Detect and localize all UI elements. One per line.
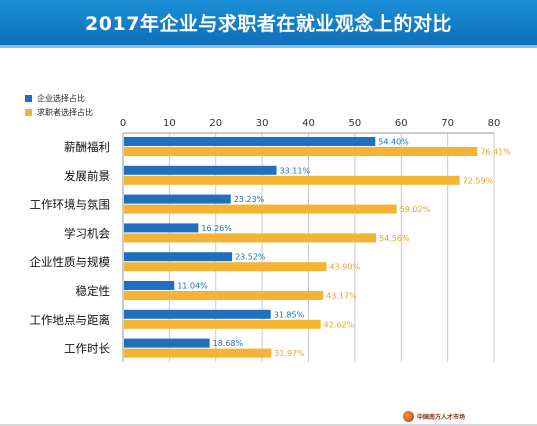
x-tick-label: 30 — [256, 118, 269, 129]
bar — [124, 338, 210, 348]
data-label: 76.41% — [480, 148, 511, 157]
bottom-border — [0, 424, 537, 426]
bar — [124, 348, 272, 358]
category-label: 工作时长 — [64, 342, 110, 356]
data-label: 23.23% — [234, 195, 265, 204]
category-label: 企业性质与规模 — [30, 255, 111, 269]
x-tick-label: 0 — [120, 118, 126, 129]
data-label: 33.11% — [280, 166, 311, 175]
legend-swatch — [25, 95, 32, 102]
bar — [124, 194, 231, 204]
category-label: 发展前景 — [64, 169, 110, 183]
chart-title: 2017年企业与求职者在就业观念上的对比 — [0, 0, 537, 45]
data-label: 43.90% — [330, 263, 361, 272]
bar — [124, 165, 277, 175]
bar — [124, 262, 327, 272]
data-label: 31.97% — [274, 349, 305, 358]
x-tick-label: 10 — [163, 118, 176, 129]
x-tick-label: 20 — [209, 118, 222, 129]
bar — [124, 281, 175, 290]
logo: 中国南方人才市场 — [402, 411, 465, 422]
logo-mark-icon — [402, 411, 414, 422]
category-label: 工作地点与距离 — [30, 313, 111, 327]
data-label: 43.17% — [326, 292, 357, 301]
x-tick-label: 70 — [441, 118, 454, 129]
bar — [124, 223, 199, 233]
data-label: 23.52% — [235, 253, 266, 262]
bar — [124, 319, 321, 329]
legend-label: 企业选择占比 — [37, 93, 85, 103]
data-label: 72.59% — [463, 176, 494, 185]
category-label: 学习机会 — [64, 226, 110, 240]
x-tick-label: 40 — [302, 118, 315, 129]
bar — [124, 309, 271, 319]
data-label: 18.68% — [213, 339, 244, 348]
bar — [124, 147, 478, 156]
x-tick-label: 80 — [488, 118, 501, 129]
bar — [124, 175, 460, 185]
bar — [124, 233, 377, 243]
legend-swatch — [25, 109, 32, 116]
title-underline — [0, 45, 537, 48]
x-tick-label: 60 — [395, 118, 408, 129]
data-label: 54.40% — [378, 138, 409, 147]
bar — [124, 137, 376, 146]
bar — [124, 252, 233, 262]
data-label: 16.26% — [201, 224, 232, 233]
logo-text: 中国南方人才市场 — [416, 414, 465, 421]
category-label: 稳定性 — [76, 284, 111, 298]
category-label: 工作环境与氛围 — [30, 198, 111, 212]
x-tick-label: 50 — [349, 118, 362, 129]
data-label: 31.85% — [274, 310, 305, 319]
category-label: 薪酬福利 — [64, 140, 110, 154]
data-label: 59.02% — [400, 205, 431, 214]
data-label: 54.56% — [379, 234, 410, 243]
data-label: 11.04% — [177, 282, 208, 291]
bar — [124, 204, 397, 214]
legend-label: 求职者选择占比 — [37, 107, 93, 117]
bar — [124, 291, 324, 300]
data-label: 42.62% — [324, 320, 355, 329]
